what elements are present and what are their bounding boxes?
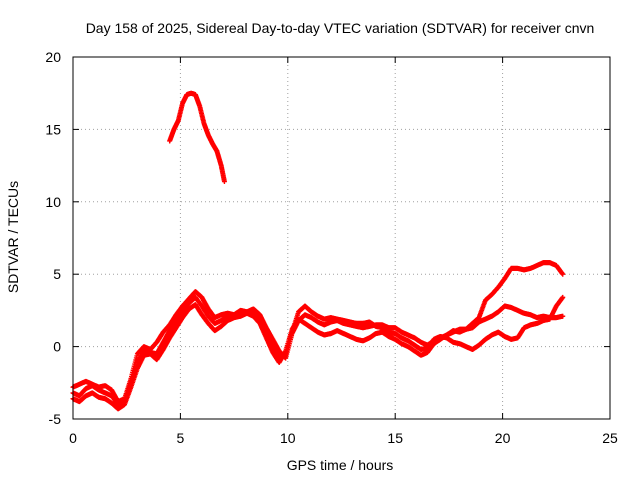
- y-tick-label: -5: [49, 411, 62, 427]
- x-tick-label: 20: [495, 430, 511, 446]
- data-point: [560, 294, 566, 300]
- x-tick-label: 5: [177, 430, 185, 446]
- plot-frame: [72, 56, 611, 420]
- x-tick-label: 25: [602, 430, 618, 446]
- x-tick-label: 15: [387, 430, 403, 446]
- chart-title: Day 158 of 2025, Sidereal Day-to-day VTE…: [86, 20, 595, 36]
- series-track-4: [167, 90, 227, 185]
- y-tick-label: 5: [53, 266, 61, 282]
- data-marks: [70, 90, 566, 412]
- y-axis-label: SDTVAR / TECUs: [5, 181, 21, 293]
- y-tick-label: 20: [45, 49, 61, 65]
- x-axis-label: GPS time / hours: [287, 457, 394, 473]
- axis-ticks: 0 5 10 15 20 25 -5 0 5 10 15 20: [45, 49, 618, 446]
- y-tick-label: 10: [45, 194, 61, 210]
- data-point: [560, 313, 566, 319]
- data-point: [560, 271, 566, 277]
- grid: [73, 57, 610, 419]
- x-tick-label: 0: [69, 430, 77, 446]
- data-point: [221, 179, 227, 185]
- x-tick-label: 10: [280, 430, 296, 446]
- y-tick-label: 15: [45, 121, 61, 137]
- series-track-3: [70, 294, 566, 408]
- series-track-2: [70, 260, 566, 412]
- y-tick-label: 0: [53, 339, 61, 355]
